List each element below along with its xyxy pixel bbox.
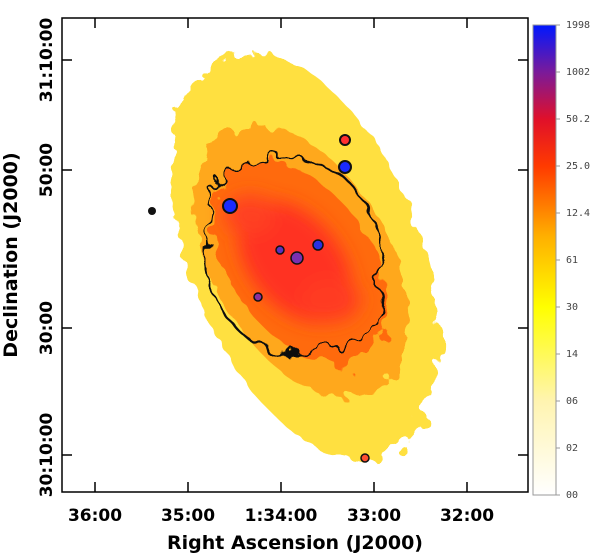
x-tick-label: 32:00 (440, 506, 494, 526)
y-tick-label: 50:00 (37, 143, 57, 197)
x-tick-label: 36:00 (68, 506, 122, 526)
galaxy-image (148, 51, 439, 463)
colorbar-label: 61 (566, 255, 578, 266)
x-tick-label: 1:34:00 (245, 506, 318, 526)
y-tick-label: 30:10:00 (37, 413, 57, 498)
y-tick-label: 30:00 (37, 301, 57, 355)
colorbar-label: 02 (566, 443, 578, 454)
x-axis-title: Right Ascension (J2000) (167, 532, 423, 554)
colorbar-label: 30 (566, 302, 578, 313)
colorbar-label: 1998 (566, 20, 590, 31)
colorbar-label: 50.2 (566, 114, 590, 125)
x-tick-label: 35:00 (161, 506, 215, 526)
colorbar (532, 24, 557, 496)
y-tick-label: 31:10:00 (37, 18, 57, 103)
colorbar-label: 12.4 (566, 208, 590, 219)
colorbar-label: 14 (566, 349, 578, 360)
y-axis-title: Declination (J2000) (0, 152, 22, 357)
x-tick-label: 33:00 (347, 506, 401, 526)
colorbar-label: 1002 (566, 67, 590, 78)
colorbar-label: 06 (566, 396, 578, 407)
colorbar-label: 00 (566, 490, 578, 501)
plot-frame (61, 17, 529, 493)
colorbar-label: 25.0 (566, 161, 590, 172)
